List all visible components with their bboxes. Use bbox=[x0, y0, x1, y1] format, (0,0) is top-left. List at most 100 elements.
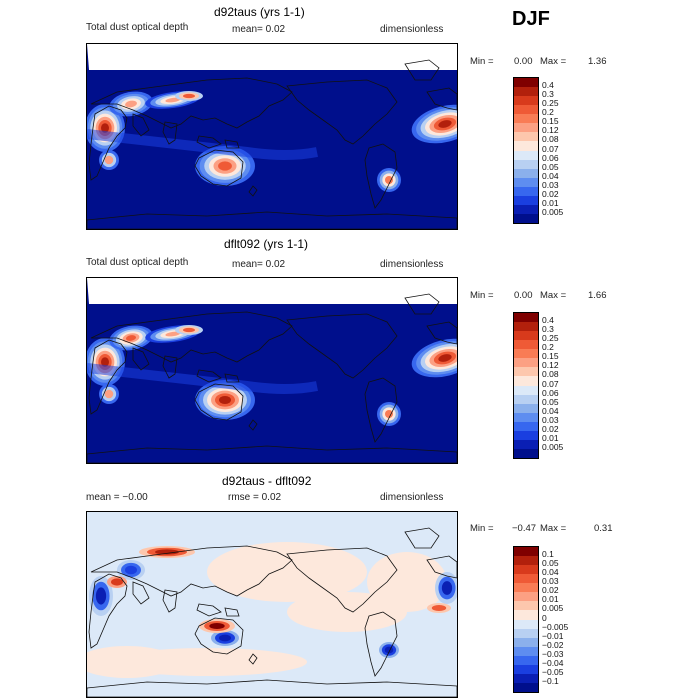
panel-3-max-label: Max = bbox=[540, 523, 567, 534]
panel-2-map-svg bbox=[87, 278, 457, 463]
field-contour bbox=[101, 123, 109, 133]
coastline bbox=[426, 87, 457, 111]
colorbar-tick-label: 0.06 bbox=[542, 152, 559, 163]
coastline bbox=[196, 603, 222, 617]
field-contour bbox=[87, 646, 177, 678]
coastline bbox=[132, 581, 150, 605]
colorbar-tick-label: 0.01 bbox=[542, 594, 559, 605]
colorbar-swatch bbox=[514, 87, 538, 97]
colorbar-swatch bbox=[514, 646, 538, 656]
field-contour bbox=[385, 410, 393, 418]
field-contour bbox=[431, 605, 447, 611]
colorbar-tick-label: 0.03 bbox=[542, 576, 559, 587]
field-contour bbox=[219, 634, 231, 642]
colorbar-tick-label: 0.04 bbox=[542, 567, 559, 578]
colorbar-tick-label: 0.02 bbox=[542, 423, 559, 434]
panel-3-min-label: Min = bbox=[470, 523, 494, 534]
field-contour bbox=[104, 155, 114, 165]
colorbar-swatch bbox=[514, 601, 538, 611]
colorbar-swatch bbox=[514, 114, 538, 124]
coastline bbox=[224, 373, 240, 383]
panel-1-units-label: dimensionless bbox=[380, 24, 444, 35]
field-contour bbox=[441, 581, 453, 595]
colorbar-swatch bbox=[514, 412, 538, 422]
coastline bbox=[87, 679, 457, 697]
colorbar-swatch bbox=[514, 322, 538, 332]
colorbar-tick-label: −0.02 bbox=[542, 639, 564, 650]
panel-2-max-value: 1.66 bbox=[588, 290, 607, 301]
colorbar-tick-label: 0.005 bbox=[542, 441, 564, 452]
coastline bbox=[87, 445, 457, 463]
coastline bbox=[194, 149, 244, 187]
colorbar-tick-label: 0.15 bbox=[542, 116, 559, 127]
colorbar-tick-label: 0.04 bbox=[542, 405, 559, 416]
colorbar-tick-label: 0.4 bbox=[542, 80, 554, 91]
panel-1-colorbar bbox=[513, 77, 539, 224]
panel-3-max-value: 0.31 bbox=[594, 523, 613, 534]
coastline bbox=[90, 311, 293, 363]
colorbar-swatch bbox=[514, 358, 538, 368]
colorbar-tick-label: 0.2 bbox=[542, 342, 554, 353]
coastline bbox=[194, 383, 244, 421]
field-contour bbox=[101, 357, 109, 367]
field-contour bbox=[104, 389, 114, 399]
colorbar-swatch bbox=[514, 78, 538, 88]
field-contour bbox=[209, 623, 225, 629]
panel-2-units-label: dimensionless bbox=[380, 259, 444, 270]
colorbar-swatch bbox=[514, 367, 538, 377]
panel-1-max-label: Max = bbox=[540, 56, 567, 67]
field-contour bbox=[183, 327, 195, 333]
panel-3-min-value: −0.47 bbox=[512, 523, 537, 534]
coastline bbox=[196, 369, 222, 383]
colorbar-swatch bbox=[514, 547, 538, 557]
coastline bbox=[90, 545, 293, 597]
coastline bbox=[248, 419, 258, 431]
colorbar-swatch bbox=[514, 592, 538, 602]
colorbar-tick-label: 0.05 bbox=[542, 161, 559, 172]
colorbar-tick-label: 0.02 bbox=[542, 585, 559, 596]
field-contour bbox=[125, 565, 137, 575]
panel-2-colorbar bbox=[513, 312, 539, 459]
colorbar-tick-label: −0.04 bbox=[542, 657, 564, 668]
coastline bbox=[194, 617, 244, 655]
colorbar-tick-label: 0.05 bbox=[542, 558, 559, 569]
colorbar-swatch bbox=[514, 664, 538, 674]
panel-1-mean-label: mean= 0.02 bbox=[232, 24, 286, 35]
field-contour bbox=[125, 335, 137, 341]
colorbar-tick-label: 0.04 bbox=[542, 170, 559, 181]
colorbar-tick-label: 0.12 bbox=[542, 360, 559, 371]
panel-1-map bbox=[86, 43, 458, 230]
field-contour bbox=[111, 578, 123, 586]
colorbar-tick-label: 0.02 bbox=[542, 188, 559, 199]
field-contour bbox=[218, 161, 232, 171]
season-label: DJF bbox=[512, 8, 550, 30]
coastline bbox=[426, 555, 457, 579]
colorbar-swatch bbox=[514, 141, 538, 151]
colorbar-tick-label: 0.12 bbox=[542, 125, 559, 136]
coastline bbox=[90, 77, 293, 129]
field-contour bbox=[219, 396, 231, 404]
colorbar-tick-label: 0.3 bbox=[542, 324, 554, 335]
field-contour bbox=[287, 592, 407, 632]
colorbar-tick-label: 0.4 bbox=[542, 315, 554, 326]
colorbar-swatch bbox=[514, 132, 538, 142]
colorbar-tick-label: 0.005 bbox=[542, 206, 564, 217]
panel-2-left-label: Total dust optical depth bbox=[86, 257, 189, 268]
panel-1-map-svg bbox=[87, 44, 457, 229]
coastline bbox=[162, 589, 178, 613]
coastline bbox=[286, 547, 398, 613]
panel-2-mean-label: mean= 0.02 bbox=[232, 259, 286, 270]
haze-band bbox=[87, 129, 318, 160]
colorbar-tick-label: −0.01 bbox=[542, 630, 564, 641]
panel-1-title: d92taus (yrs 1-1) bbox=[214, 5, 305, 19]
missing-data-region bbox=[87, 278, 457, 304]
colorbar-tick-label: 0.005 bbox=[542, 603, 564, 614]
colorbar-tick-label: 0.15 bbox=[542, 351, 559, 362]
panel-2-min-label: Min = bbox=[470, 290, 494, 301]
panel-3-rmse-label: rmse = 0.02 bbox=[228, 492, 282, 503]
field-contour bbox=[125, 100, 137, 108]
colorbar-swatch bbox=[514, 574, 538, 584]
panel-2-min-value: 0.00 bbox=[514, 290, 533, 301]
field-contour bbox=[367, 552, 447, 612]
colorbar-tick-label: 0.01 bbox=[542, 432, 559, 443]
